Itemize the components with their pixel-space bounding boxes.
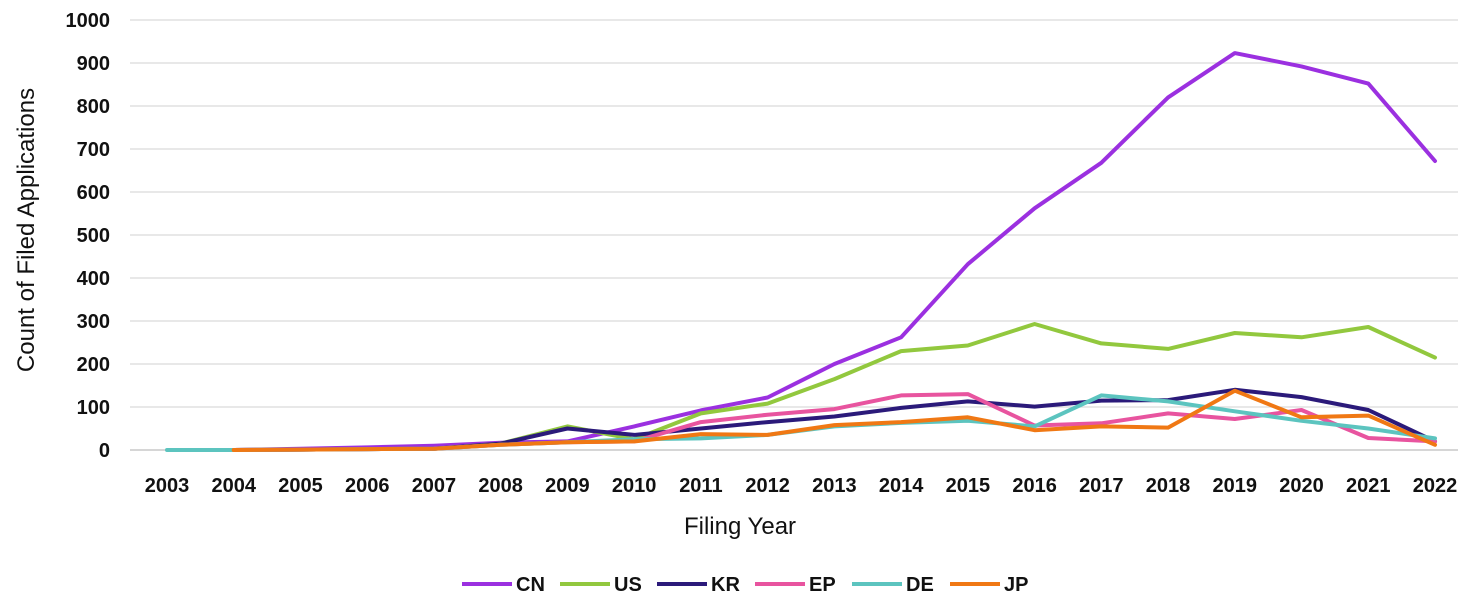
legend-label-ep: EP <box>809 574 836 596</box>
series-line-cn <box>231 51 1437 452</box>
x-tick-label: 2014 <box>879 475 924 497</box>
x-tick-label: 2017 <box>1079 475 1124 497</box>
x-axis-title: Filing Year <box>684 513 796 540</box>
y-tick-label: 1000 <box>66 10 111 32</box>
x-tick-label: 2011 <box>679 475 722 497</box>
x-tick-label: 2010 <box>612 475 657 497</box>
series-line-jp <box>231 388 1437 452</box>
y-tick-label: 100 <box>77 397 110 419</box>
legend-label-cn: CN <box>516 574 545 596</box>
x-tick-label: 2016 <box>1012 475 1057 497</box>
series-line-ep <box>231 392 1437 452</box>
x-tick-label: 2005 <box>278 475 323 497</box>
x-tick-label: 2004 <box>211 475 256 497</box>
y-tick-label: 0 <box>99 440 110 462</box>
x-tick-label: 2019 <box>1213 475 1258 497</box>
y-tick-label: 600 <box>77 182 110 204</box>
y-tick-label: 900 <box>77 53 110 75</box>
x-axis-ticks: 2003 2004 2005 2006 2007 2008 2009 2010 2011 2012… <box>145 475 1458 497</box>
y-tick-label: 700 <box>77 139 110 161</box>
gridlines <box>130 19 1458 408</box>
legend-label-us: US <box>614 574 642 596</box>
y-tick-label: 800 <box>77 96 110 118</box>
series-line-us <box>231 322 1437 452</box>
x-tick-label: 2009 <box>545 475 590 497</box>
legend-label-kr: KR <box>711 574 740 596</box>
x-tick-label: 2015 <box>946 475 991 497</box>
x-tick-label: 2008 <box>478 475 523 497</box>
y-axis-ticks: 0 100 200 300 400 500 600 700 800 900 1000 <box>66 10 111 462</box>
series-lines <box>165 51 1437 452</box>
x-tick-label: 2020 <box>1279 475 1324 497</box>
x-tick-label: 2022 <box>1413 475 1458 497</box>
series-line-de <box>165 393 1437 452</box>
x-tick-label: 2021 <box>1346 475 1391 497</box>
x-tick-label: 2007 <box>412 475 457 497</box>
x-tick-label: 2012 <box>745 475 790 497</box>
x-tick-label: 2006 <box>345 475 390 497</box>
y-axis-title: Count of Filed Applications <box>13 88 40 372</box>
x-tick-label: 2013 <box>812 475 857 497</box>
legend-label-jp: JP <box>1004 574 1028 596</box>
x-tick-label: 2018 <box>1146 475 1191 497</box>
y-tick-label: 200 <box>77 354 110 376</box>
y-tick-label: 400 <box>77 268 110 290</box>
legend-label-de: DE <box>906 574 934 596</box>
y-tick-label: 300 <box>77 311 110 333</box>
x-tick-label: 2003 <box>145 475 190 497</box>
y-tick-label: 500 <box>77 225 110 247</box>
legend: CN US KR EP DE JP <box>462 574 1028 596</box>
